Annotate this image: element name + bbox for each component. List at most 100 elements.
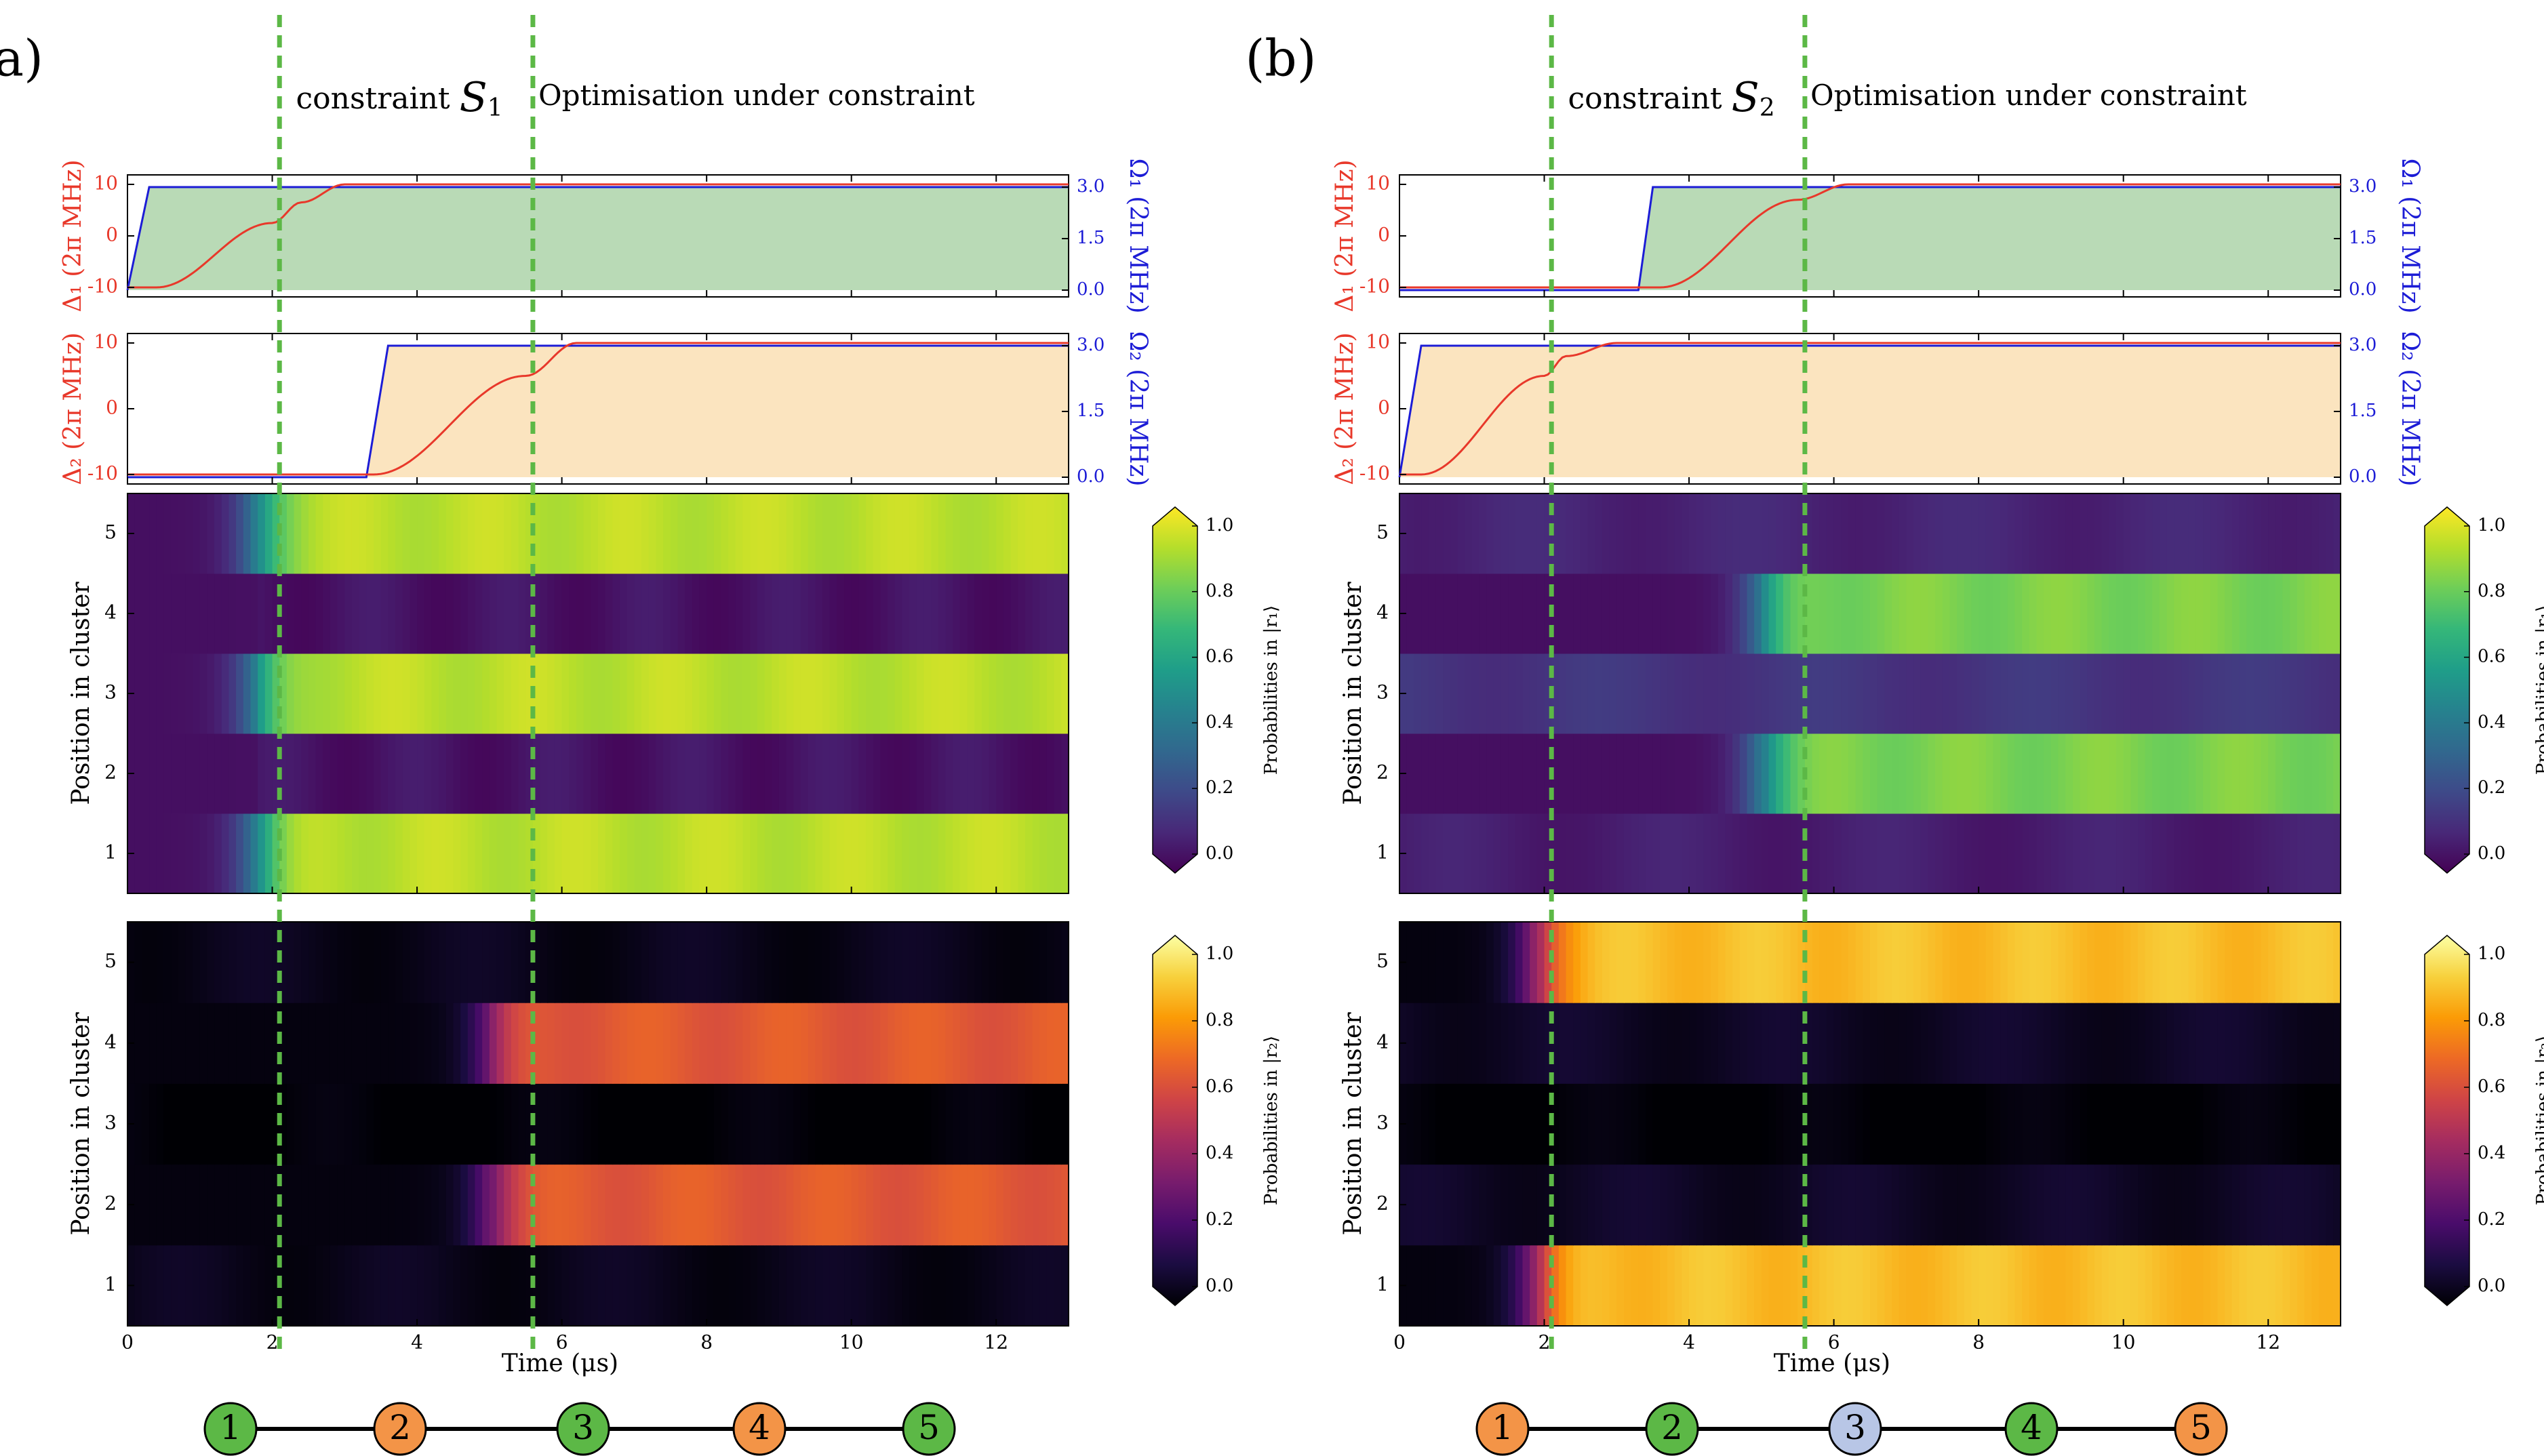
heatmap-cell bbox=[1791, 573, 1798, 654]
heatmap-cell bbox=[2073, 493, 2080, 574]
heatmap-cell bbox=[374, 733, 381, 814]
heatmap-cell bbox=[968, 922, 975, 1003]
heatmap-cell bbox=[1472, 733, 1479, 814]
heatmap-cell bbox=[2094, 1003, 2102, 1084]
heatmap-cell bbox=[251, 573, 258, 654]
colorbar-body bbox=[1153, 935, 1197, 1306]
y-tick-label: 4 bbox=[104, 1030, 117, 1053]
heatmap-cell bbox=[736, 733, 743, 814]
heatmap-cell bbox=[497, 813, 504, 894]
heatmap-cell bbox=[1856, 733, 1863, 814]
heatmap-cell bbox=[822, 922, 830, 1003]
heatmap-cell bbox=[453, 493, 460, 574]
heatmap-cell bbox=[888, 733, 895, 814]
heatmap-cell bbox=[1993, 1083, 2001, 1165]
heatmap-cell bbox=[858, 493, 866, 574]
heatmap-cell bbox=[605, 1245, 613, 1327]
heatmap-cell bbox=[431, 813, 439, 894]
heatmap-cell bbox=[721, 922, 729, 1003]
heatmap-cell bbox=[750, 573, 757, 654]
heatmap-cell bbox=[1435, 653, 1443, 734]
heatmap-cell bbox=[1494, 922, 1501, 1003]
colorbar-tick-label: 0.6 bbox=[2478, 1076, 2505, 1097]
heatmap-cell bbox=[338, 1165, 345, 1246]
heatmap-cell bbox=[323, 493, 330, 574]
heatmap-cell bbox=[844, 493, 852, 574]
heatmap-cell bbox=[677, 1245, 685, 1327]
heatmap-cell bbox=[2102, 1003, 2109, 1084]
omega-fill bbox=[127, 187, 1069, 290]
heatmap-cell bbox=[1421, 1245, 1429, 1327]
heatmap-cell bbox=[1747, 1165, 1754, 1246]
heatmap-cell bbox=[323, 813, 330, 894]
heatmap-cell bbox=[2109, 1083, 2116, 1165]
heatmap-cell bbox=[258, 573, 265, 654]
heatmap-cell bbox=[2145, 733, 2153, 814]
heatmap-cell bbox=[1899, 1003, 1907, 1084]
heatmap-cell bbox=[982, 1083, 989, 1165]
heatmap-cell bbox=[1610, 1165, 1617, 1246]
heatmap-cell bbox=[1500, 493, 1508, 574]
heatmap-cell bbox=[852, 922, 859, 1003]
heatmap-cell bbox=[2015, 922, 2023, 1003]
heatmap-cell bbox=[1011, 1083, 1018, 1165]
heatmap-cell bbox=[1429, 1003, 1436, 1084]
heatmap-cell bbox=[2290, 922, 2297, 1003]
heatmap-cell bbox=[1848, 813, 1856, 894]
heatmap-cell bbox=[1457, 733, 1465, 814]
heatmap-cell bbox=[344, 922, 352, 1003]
heatmap-cell bbox=[1986, 573, 1993, 654]
delta-tick-label: 10 bbox=[1366, 172, 1390, 195]
heatmap-cell bbox=[649, 1083, 656, 1165]
heatmap-cell bbox=[1421, 573, 1429, 654]
heatmap-cell bbox=[1011, 573, 1018, 654]
heatmap-cell bbox=[787, 573, 794, 654]
heatmap-cell bbox=[2152, 493, 2160, 574]
heatmap-cell bbox=[1791, 1083, 1798, 1165]
heatmap-cell bbox=[1892, 1245, 1899, 1327]
heatmap-cell bbox=[801, 1083, 808, 1165]
heatmap-cell bbox=[2145, 1003, 2153, 1084]
heatmap-cell bbox=[1025, 813, 1033, 894]
heatmap-cell bbox=[1018, 733, 1025, 814]
heatmap-cell bbox=[1486, 653, 1494, 734]
heatmap-cell bbox=[2015, 813, 2023, 894]
heatmap-cell bbox=[779, 733, 787, 814]
heatmap-cell bbox=[1949, 573, 1957, 654]
heatmap-cell bbox=[1602, 573, 1610, 654]
heatmap-cell bbox=[135, 813, 142, 894]
heatmap-cell bbox=[294, 1003, 302, 1084]
heatmap-cell bbox=[2189, 573, 2196, 654]
heatmap-cell bbox=[1646, 813, 1653, 894]
heatmap-cell bbox=[316, 733, 323, 814]
heatmap-cell bbox=[1414, 1165, 1421, 1246]
heatmap-cell bbox=[1025, 1003, 1033, 1084]
heatmap-cell bbox=[446, 1245, 454, 1327]
heatmap-cell bbox=[902, 733, 909, 814]
heatmap-cell bbox=[1003, 1003, 1011, 1084]
heatmap-cell bbox=[1025, 1245, 1033, 1327]
heatmap-cell bbox=[2319, 573, 2326, 654]
heatmap-cell bbox=[1892, 653, 1899, 734]
heatmap-cell bbox=[1856, 1245, 1863, 1327]
heatmap-cell bbox=[2189, 733, 2196, 814]
heatmap-cell bbox=[2015, 733, 2023, 814]
heatmap-cell bbox=[301, 922, 309, 1003]
y-tick-label: 4 bbox=[104, 601, 117, 624]
heatmap-cell bbox=[1457, 1003, 1465, 1084]
heatmap-cell bbox=[200, 653, 207, 734]
heatmap-cell bbox=[1827, 573, 1834, 654]
heatmap-cell bbox=[1819, 573, 1827, 654]
heatmap-cell bbox=[149, 733, 157, 814]
heatmap-cell bbox=[1595, 1245, 1602, 1327]
heatmap-cell bbox=[2051, 733, 2059, 814]
colorbar-tick-label: 0.4 bbox=[1206, 712, 1233, 732]
heatmap-cell bbox=[692, 922, 700, 1003]
heatmap-cell bbox=[1769, 1245, 1776, 1327]
heatmap-cell bbox=[1696, 653, 1704, 734]
heatmap-cell bbox=[1494, 1245, 1501, 1327]
heatmap-cell bbox=[171, 573, 178, 654]
heatmap-cell bbox=[1725, 493, 1732, 574]
heatmap-cell bbox=[1429, 493, 1436, 574]
heatmap-cell bbox=[866, 573, 873, 654]
